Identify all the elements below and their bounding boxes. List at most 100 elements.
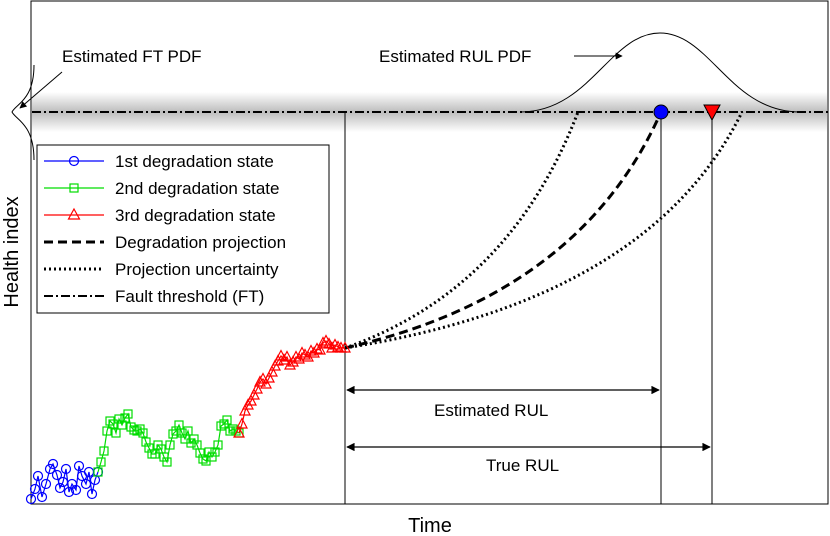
legend-label-projection: Degradation projection — [115, 233, 286, 252]
state2-marker — [99, 446, 109, 456]
state2-marker — [207, 452, 217, 462]
state2-marker — [123, 409, 133, 419]
state3-marker — [278, 353, 290, 365]
state1-marker — [70, 484, 82, 496]
ft-pdf-label: Estimated FT PDF — [62, 47, 202, 66]
state2-marker — [189, 434, 199, 444]
state3-marker — [251, 382, 263, 394]
state1-marker — [36, 491, 48, 503]
state3-marker — [236, 417, 248, 429]
state3-marker — [266, 365, 278, 377]
state1-marker — [60, 463, 72, 475]
state3-marker — [233, 426, 245, 438]
state3-marker — [339, 341, 351, 353]
state3-marker — [314, 343, 326, 355]
state1-marker — [86, 488, 98, 500]
state2-marker — [195, 448, 205, 458]
ft-pdf-curve — [11, 64, 35, 161]
state1-marker — [29, 483, 41, 495]
state2-marker — [114, 414, 124, 424]
state1-marker — [25, 493, 37, 505]
state1-marker — [54, 482, 66, 494]
state2-marker — [225, 426, 235, 436]
state3-marker — [260, 377, 272, 389]
state3-marker — [329, 338, 341, 350]
state3-marker — [311, 342, 323, 354]
legend: 1st degradation state 2nd degradation st… — [36, 144, 330, 314]
y-axis-label: Health index — [1, 196, 23, 307]
state2-marker — [159, 452, 169, 462]
state3-marker — [299, 348, 311, 360]
third-degradation-state-series — [233, 334, 351, 438]
state2-marker — [222, 415, 232, 425]
state1-marker — [51, 469, 63, 481]
state2-marker — [198, 454, 208, 464]
state1-marker — [32, 470, 44, 482]
state3-marker — [296, 346, 308, 358]
legend-box — [36, 144, 330, 314]
second-degradation-state-series — [93, 409, 244, 477]
state2-marker — [111, 428, 121, 438]
legend-label-state3: 3rd degradation state — [115, 206, 276, 225]
state2-marker — [138, 428, 148, 438]
true-eol-marker — [703, 104, 721, 122]
state2-marker — [102, 426, 112, 436]
state2-marker — [213, 440, 223, 450]
state3-marker — [254, 375, 266, 387]
state2-marker — [171, 426, 181, 436]
legend-label-state1: 1st degradation state — [115, 152, 274, 171]
state2-marker — [168, 429, 178, 439]
legend-label-threshold: Fault threshold (FT) — [115, 287, 264, 306]
first-degradation-state-series — [25, 458, 104, 505]
state2-marker — [117, 420, 127, 430]
state3-marker — [245, 394, 257, 406]
state1-marker — [47, 458, 59, 470]
state2-marker — [216, 421, 226, 431]
state2-marker — [177, 428, 187, 438]
state3-marker — [293, 352, 305, 364]
estimated-rul-label: Estimated RUL — [434, 401, 548, 420]
state3-marker — [332, 340, 344, 352]
state3-marker — [263, 371, 275, 383]
state2-marker — [210, 447, 220, 457]
legend-label-uncertainty: Projection uncertainty — [115, 260, 279, 279]
state2-marker — [108, 419, 118, 429]
legend-label-state2: 2nd degradation state — [115, 179, 279, 198]
state3-marker — [302, 350, 314, 362]
state2-marker — [165, 440, 175, 450]
state3-marker — [242, 398, 254, 410]
rul-pdf-curve — [519, 32, 801, 113]
state2-marker — [162, 457, 172, 467]
state3-marker — [284, 358, 296, 370]
plot-frame — [30, 0, 829, 505]
state2-marker — [141, 437, 151, 447]
estimated-eol-marker — [653, 104, 669, 120]
state1-marker — [40, 478, 52, 490]
x-axis-label: Time — [408, 515, 452, 536]
legend-marker-state2 — [69, 183, 79, 193]
lower-uncertainty-curve — [344, 111, 744, 350]
state2-marker — [144, 443, 154, 453]
state2-marker — [93, 467, 103, 477]
state2-marker — [96, 457, 106, 467]
state2-marker — [129, 425, 139, 435]
state1-marker — [44, 463, 56, 475]
state2-marker — [132, 426, 142, 436]
state1-marker — [80, 478, 92, 490]
state3-marker — [239, 404, 251, 416]
ft-pdf-arrow — [19, 71, 63, 109]
state2-marker — [105, 416, 115, 426]
legend-marker-state3 — [67, 207, 81, 220]
state3-marker — [281, 350, 293, 362]
state1-marker — [73, 460, 85, 472]
state3-marker — [317, 336, 329, 348]
state2-marker — [183, 426, 193, 436]
state2-marker — [150, 449, 160, 459]
true-rul-label: True RUL — [486, 456, 559, 475]
rul-pdf-label: Estimated RUL PDF — [379, 47, 531, 66]
state2-marker — [204, 447, 214, 457]
state3-marker — [290, 350, 302, 362]
legend-marker-state1 — [68, 155, 80, 167]
degradation-projection-curve — [344, 111, 663, 350]
